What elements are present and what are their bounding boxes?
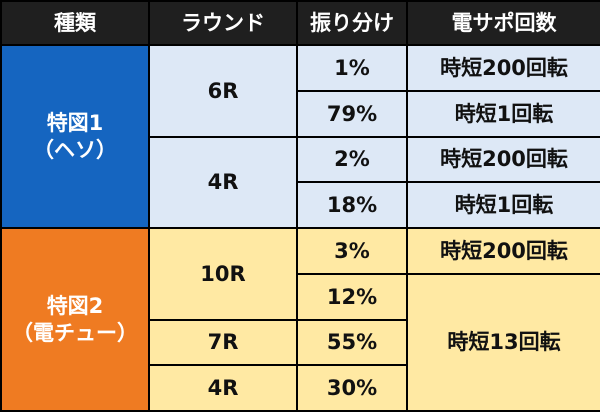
support-cell: 時短13回転 xyxy=(406,272,600,412)
round-cell: 6R xyxy=(148,44,298,138)
table-row: 12% 時短13回転 xyxy=(1,272,600,412)
table-row: 特図2 （電チュー） 10R 3% 時短200回転 xyxy=(0,227,600,412)
table-row: 7R 55% xyxy=(1,318,600,367)
support-cell: 時短200回転 xyxy=(406,227,600,275)
category-tokuzu2: 特図2 （電チュー） xyxy=(0,227,150,412)
header-type: 種類 xyxy=(0,0,150,46)
allocation-cell: 12% xyxy=(296,272,408,321)
allocation-cell: 30% xyxy=(296,364,408,412)
header-allocation: 振り分け xyxy=(296,0,408,46)
allocation-cell: 3% xyxy=(296,227,408,275)
allocation-cell: 55% xyxy=(296,318,408,367)
category-subtitle: （電チュー） xyxy=(12,320,138,345)
support-cell: 時短1回転 xyxy=(406,89,600,138)
table-row: 4R 2% 時短200回転 xyxy=(1,135,600,229)
allocation-cell: 2% xyxy=(296,135,408,184)
category-tokuzu1: 特図1 （ヘソ） xyxy=(0,44,150,229)
header-round: ラウンド xyxy=(148,0,298,46)
category-title: 特図1 xyxy=(46,111,104,136)
allocation-cell: 18% xyxy=(296,181,408,229)
support-cell: 時短1回転 xyxy=(406,181,600,229)
round-cell: 4R xyxy=(148,364,298,412)
header-row: 種類 ラウンド 振り分け 電サポ回数 xyxy=(0,0,600,46)
table-row: 79% 時短1回転 xyxy=(1,89,600,138)
table-row: 18% 時短1回転 xyxy=(1,181,600,229)
support-cell: 時短200回転 xyxy=(406,135,600,184)
round-cell: 7R xyxy=(148,318,298,367)
table-row: 4R 30% xyxy=(1,364,600,412)
category-title: 特図2 xyxy=(46,294,104,319)
table-row: 特図1 （ヘソ） 6R 1% 時短200回転 xyxy=(0,44,600,229)
header-support: 電サポ回数 xyxy=(406,0,600,46)
allocation-cell: 1% xyxy=(296,44,408,92)
category-subtitle: （ヘソ） xyxy=(33,137,117,162)
round-cell: 4R xyxy=(148,135,298,229)
support-cell: 時短200回転 xyxy=(406,44,600,92)
allocation-cell: 79% xyxy=(296,89,408,138)
round-cell: 10R xyxy=(148,227,298,321)
